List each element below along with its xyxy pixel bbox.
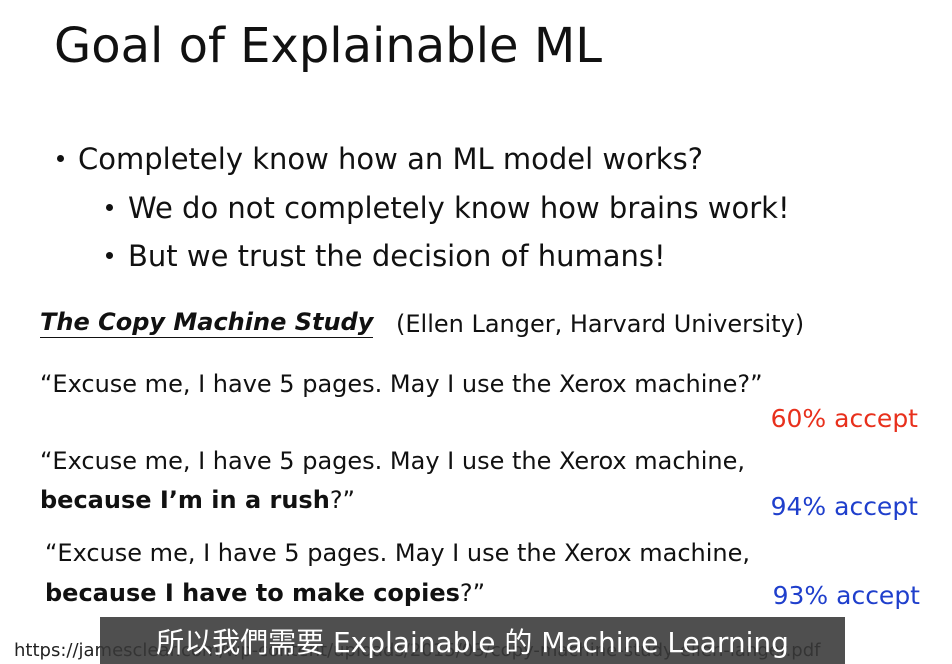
bullet-dot <box>106 204 113 211</box>
request-result: 93% accept <box>772 581 920 610</box>
sub-bullet: We do not completely know how brains wor… <box>128 191 790 225</box>
request-line: “Excuse me, I have 5 pages. May I use th… <box>45 539 750 567</box>
request-reason-line: because I’m in a rush?” <box>40 488 355 512</box>
bullet-dot <box>57 155 64 162</box>
request-line: “Excuse me, I have 5 pages. May I use th… <box>40 447 745 475</box>
request-tail: ?” <box>329 486 355 514</box>
slide-title: Goal of Explainable ML <box>54 18 602 74</box>
request-reason-line: because I have to make copies?” <box>45 581 485 605</box>
sub-bullet: But we trust the decision of humans! <box>128 239 666 273</box>
study-attribution: (Ellen Langer, Harvard University) <box>396 310 805 338</box>
request-result: 94% accept <box>770 492 918 521</box>
bullet-dot <box>106 252 113 259</box>
request-result: 60% accept <box>770 404 918 433</box>
request-line: “Excuse me, I have 5 pages. May I use th… <box>40 370 763 398</box>
video-subtitle: 所以我們需要 Explainable 的 Machine Learning <box>100 617 845 664</box>
request-reason: because I’m in a rush <box>40 486 330 514</box>
request-reason: because I have to make copies <box>45 579 460 607</box>
bullet: Completely know how an ML model works? <box>78 142 704 176</box>
study-title: The Copy Machine Study <box>40 308 374 338</box>
request-tail: ?” <box>459 579 486 607</box>
